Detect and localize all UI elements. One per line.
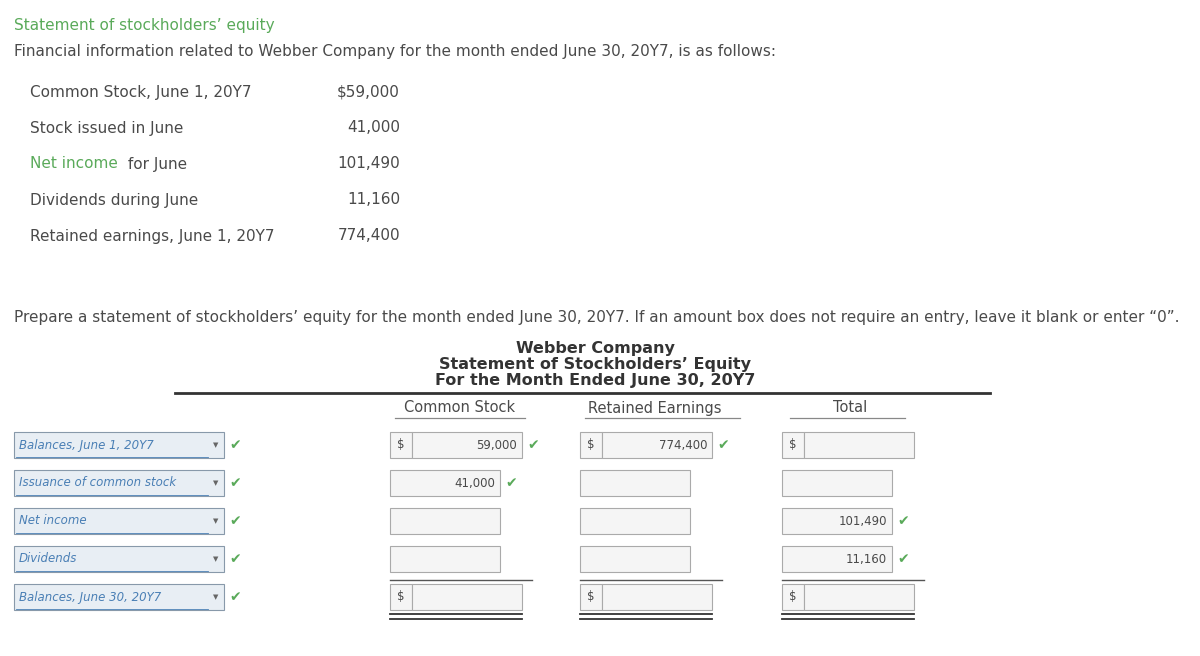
Text: 41,000: 41,000 xyxy=(454,476,496,489)
Text: Stock issued in June: Stock issued in June xyxy=(30,121,184,136)
Text: ✔: ✔ xyxy=(505,476,517,490)
Text: ✔: ✔ xyxy=(229,438,241,452)
FancyBboxPatch shape xyxy=(390,508,500,534)
Text: Net income: Net income xyxy=(19,514,86,527)
FancyBboxPatch shape xyxy=(412,432,522,458)
Text: 774,400: 774,400 xyxy=(337,228,400,243)
Text: ✔: ✔ xyxy=(527,438,539,452)
Text: ✔: ✔ xyxy=(229,552,241,566)
FancyBboxPatch shape xyxy=(602,584,712,610)
FancyBboxPatch shape xyxy=(14,546,224,572)
Text: Prepare a statement of stockholders’ equity for the month ended June 30, 20Y7. I: Prepare a statement of stockholders’ equ… xyxy=(14,310,1180,325)
Text: for June: for June xyxy=(124,157,187,171)
Text: 101,490: 101,490 xyxy=(839,514,887,527)
FancyBboxPatch shape xyxy=(580,584,602,610)
Text: 41,000: 41,000 xyxy=(347,121,400,136)
Text: ✔: ✔ xyxy=(718,438,728,452)
FancyBboxPatch shape xyxy=(390,470,500,496)
Text: Dividends: Dividends xyxy=(19,552,77,565)
Text: Total: Total xyxy=(833,401,868,415)
Text: Statement of Stockholders’ Equity: Statement of Stockholders’ Equity xyxy=(439,356,751,371)
Text: $: $ xyxy=(397,438,404,451)
FancyBboxPatch shape xyxy=(580,470,690,496)
FancyBboxPatch shape xyxy=(782,470,892,496)
Text: 59,000: 59,000 xyxy=(476,438,517,451)
Text: Common Stock, June 1, 20Y7: Common Stock, June 1, 20Y7 xyxy=(30,85,252,100)
FancyBboxPatch shape xyxy=(782,584,804,610)
FancyBboxPatch shape xyxy=(782,508,892,534)
Text: ✔: ✔ xyxy=(898,552,908,566)
Text: Webber Company: Webber Company xyxy=(516,340,674,356)
FancyBboxPatch shape xyxy=(580,432,602,458)
Text: Issuance of common stock: Issuance of common stock xyxy=(19,476,176,489)
FancyBboxPatch shape xyxy=(390,546,500,572)
FancyBboxPatch shape xyxy=(580,508,690,534)
Text: ▼: ▼ xyxy=(214,480,218,486)
Text: ▼: ▼ xyxy=(214,518,218,524)
FancyBboxPatch shape xyxy=(580,546,690,572)
Text: 11,160: 11,160 xyxy=(347,192,400,207)
FancyBboxPatch shape xyxy=(14,584,224,610)
Text: Retained earnings, June 1, 20Y7: Retained earnings, June 1, 20Y7 xyxy=(30,228,275,243)
Text: $59,000: $59,000 xyxy=(337,85,400,100)
FancyBboxPatch shape xyxy=(14,508,224,534)
Text: ✔: ✔ xyxy=(229,590,241,604)
FancyBboxPatch shape xyxy=(412,584,522,610)
Text: Net income: Net income xyxy=(30,157,118,171)
Text: 11,160: 11,160 xyxy=(846,552,887,565)
Text: Dividends during June: Dividends during June xyxy=(30,192,198,207)
FancyBboxPatch shape xyxy=(782,546,892,572)
Text: ▼: ▼ xyxy=(214,442,218,448)
FancyBboxPatch shape xyxy=(804,432,914,458)
FancyBboxPatch shape xyxy=(14,432,224,458)
Text: Financial information related to Webber Company for the month ended June 30, 20Y: Financial information related to Webber … xyxy=(14,44,776,59)
Text: Balances, June 30, 20Y7: Balances, June 30, 20Y7 xyxy=(19,590,161,604)
FancyBboxPatch shape xyxy=(782,432,804,458)
Text: 774,400: 774,400 xyxy=(659,438,707,451)
FancyBboxPatch shape xyxy=(804,584,914,610)
Text: ✔: ✔ xyxy=(229,514,241,528)
Text: Statement of stockholders’ equity: Statement of stockholders’ equity xyxy=(14,18,275,33)
Text: $: $ xyxy=(587,438,595,451)
Text: For the Month Ended June 30, 20Y7: For the Month Ended June 30, 20Y7 xyxy=(434,373,755,388)
FancyBboxPatch shape xyxy=(602,432,712,458)
FancyBboxPatch shape xyxy=(14,470,224,496)
Text: ✔: ✔ xyxy=(229,476,241,490)
Text: $: $ xyxy=(587,590,595,604)
Text: Retained Earnings: Retained Earnings xyxy=(588,401,721,415)
Text: $: $ xyxy=(790,590,797,604)
Text: 101,490: 101,490 xyxy=(337,157,400,171)
Text: $: $ xyxy=(790,438,797,451)
Text: $: $ xyxy=(397,590,404,604)
FancyBboxPatch shape xyxy=(390,584,412,610)
Text: Common Stock: Common Stock xyxy=(404,401,516,415)
Text: ▼: ▼ xyxy=(214,556,218,562)
Text: ✔: ✔ xyxy=(898,514,908,528)
Text: ▼: ▼ xyxy=(214,594,218,600)
Text: Balances, June 1, 20Y7: Balances, June 1, 20Y7 xyxy=(19,438,154,451)
FancyBboxPatch shape xyxy=(390,432,412,458)
